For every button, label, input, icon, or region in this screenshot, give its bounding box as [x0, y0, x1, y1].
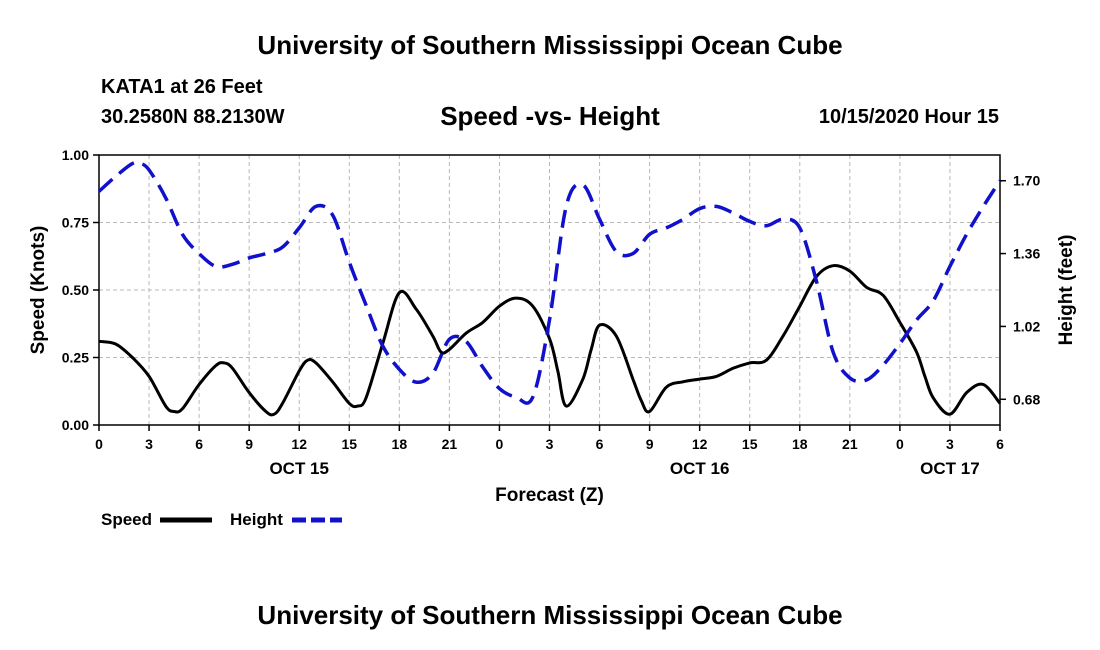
- y2-axis-label: Height (feet): [1056, 235, 1077, 346]
- series-line-speed: [98, 264, 1002, 417]
- x-tick-label: 3: [145, 436, 153, 452]
- y-axis-label: Speed (Knots): [28, 226, 49, 355]
- x-tick-label: 6: [195, 436, 203, 452]
- footer-title: University of Southern Mississippi Ocean…: [257, 600, 843, 630]
- x-tick-label: 21: [442, 436, 458, 452]
- x-axis-label: Forecast (Z): [495, 485, 604, 506]
- x-tick-label: 18: [392, 436, 408, 452]
- y2-tick-label: 1.02: [1013, 318, 1040, 334]
- x-tick-label: 6: [596, 436, 604, 452]
- x-tick-label: 0: [496, 436, 504, 452]
- y2-tick-label: 1.36: [1013, 246, 1040, 262]
- x-tick-label: 9: [646, 436, 654, 452]
- x-tick-label: 6: [996, 436, 1004, 452]
- x-day-label: OCT 15: [269, 459, 329, 478]
- x-day-label: OCT 17: [920, 459, 980, 478]
- x-tick-label: 21: [842, 436, 858, 452]
- x-tick-label: 12: [291, 436, 307, 452]
- station-coordinates: 30.2580N 88.2130W: [101, 106, 285, 128]
- series-line-height: [97, 160, 1002, 405]
- y2-tick-label: 0.68: [1013, 391, 1040, 407]
- y-tick-label: 0.75: [62, 215, 89, 231]
- x-tick-label: 0: [95, 436, 103, 452]
- y-tick-label: 0.25: [62, 350, 89, 366]
- forecast-datetime: 10/15/2020 Hour 15: [818, 106, 999, 128]
- x-tick-label: 3: [546, 436, 554, 452]
- x-tick-label: 9: [245, 436, 253, 452]
- x-tick-label: 3: [946, 436, 954, 452]
- station-label: KATA1 at 26 Feet: [101, 76, 263, 98]
- y-tick-label: 0.00: [62, 417, 89, 433]
- x-day-label: OCT 16: [670, 459, 730, 478]
- page-title: University of Southern Mississippi Ocean…: [257, 30, 843, 60]
- legend-label: Speed: [101, 510, 152, 529]
- x-tick-label: 0: [896, 436, 904, 452]
- y2-tick-label: 1.70: [1013, 173, 1040, 189]
- x-tick-label: 15: [341, 436, 357, 452]
- y-tick-label: 1.00: [62, 147, 89, 163]
- x-tick-label: 18: [792, 436, 808, 452]
- x-tick-label: 15: [742, 436, 758, 452]
- x-tick-label: 12: [692, 436, 708, 452]
- legend-label: Height: [230, 510, 283, 529]
- chart-subtitle: Speed -vs- Height: [440, 101, 660, 131]
- y-tick-label: 0.50: [62, 282, 89, 298]
